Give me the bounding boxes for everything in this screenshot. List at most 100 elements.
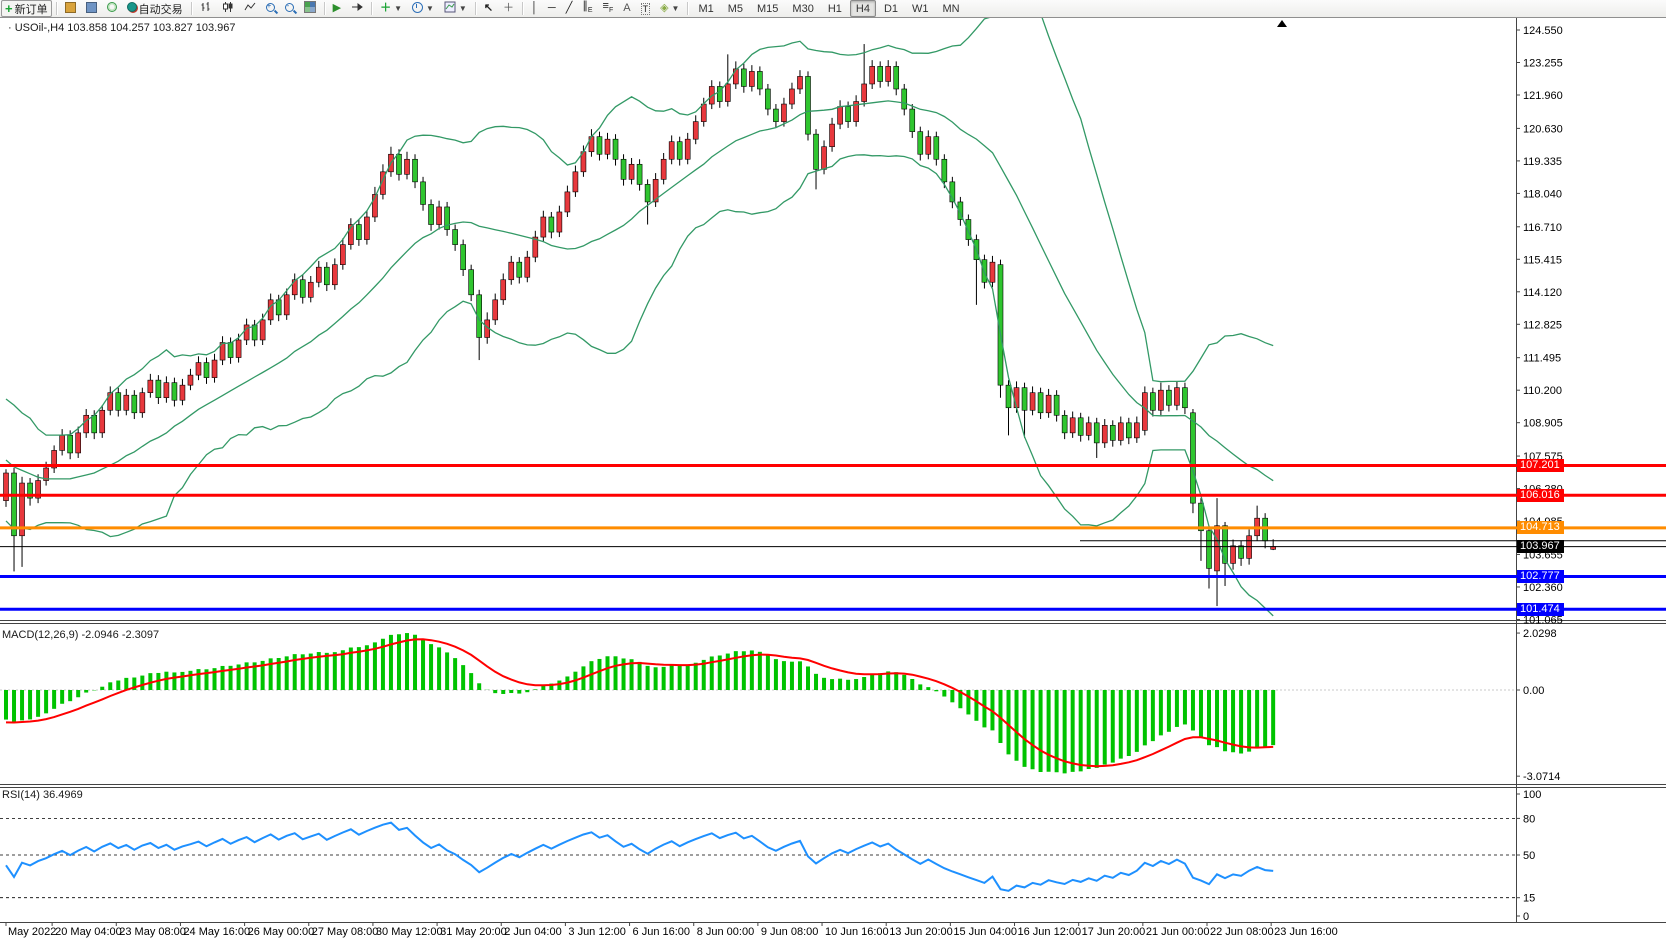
- svg-text:15 Jun 04:00: 15 Jun 04:00: [953, 926, 1017, 938]
- svg-text:15: 15: [1523, 893, 1535, 905]
- channel-button[interactable]: ∥E: [578, 0, 596, 17]
- zoom-out-icon: -: [284, 1, 294, 15]
- svg-text:101.065: 101.065: [1523, 614, 1563, 626]
- data-window-icon: [85, 1, 97, 16]
- templates-button[interactable]: ▼: [440, 0, 471, 17]
- timeframe-button-m1[interactable]: M1: [698, 2, 714, 15]
- market-watch-button[interactable]: [61, 0, 80, 17]
- svg-text:8 Jun 00:00: 8 Jun 00:00: [697, 926, 755, 938]
- bar-chart-button[interactable]: [196, 0, 216, 17]
- cursor-button[interactable]: ↖: [480, 0, 497, 17]
- plus-icon: +: [5, 0, 13, 16]
- svg-text:0: 0: [1523, 911, 1529, 923]
- zoom-in-button[interactable]: +: [262, 0, 279, 17]
- periods-button[interactable]: ▼: [408, 0, 438, 17]
- indicators-button[interactable]: ＋ ▼: [376, 0, 406, 17]
- macd-signal-line: [5, 638, 1274, 768]
- timeframe-button-m5[interactable]: M5: [727, 2, 744, 15]
- svg-text:115.415: 115.415: [1523, 254, 1562, 266]
- svg-text:21 Jun 00:00: 21 Jun 00:00: [1146, 926, 1210, 938]
- auto-scroll-icon: ▶: [332, 2, 342, 14]
- toolbar-separator: [522, 2, 524, 15]
- indicators-icon: ＋: [380, 2, 392, 14]
- auto-scroll-button[interactable]: ▶: [329, 0, 345, 17]
- chart-shift-icon: [351, 1, 363, 16]
- arrows-icon: ◈: [660, 2, 669, 14]
- candlestick-chart-button[interactable]: [218, 0, 238, 17]
- clock-icon: [411, 1, 423, 16]
- svg-text:27 May 08:00: 27 May 08:00: [312, 926, 379, 938]
- data-window-button[interactable]: [82, 0, 101, 17]
- level-price-label: 102.777: [1517, 570, 1564, 583]
- svg-text:16 Jun 12:00: 16 Jun 12:00: [1018, 926, 1082, 938]
- text-icon: A: [623, 2, 631, 14]
- svg-text:0.00: 0.00: [1523, 685, 1544, 697]
- level-price-label: 106.016: [1517, 488, 1564, 502]
- label-icon: T: [640, 2, 651, 15]
- chevron-down-icon: ▼: [671, 4, 680, 13]
- svg-text:2 Jun 04:00: 2 Jun 04:00: [504, 926, 562, 938]
- svg-text:13 Jun 20:00: 13 Jun 20:00: [889, 926, 953, 938]
- zoom-out-button[interactable]: -: [281, 0, 298, 17]
- candlestick-icon: [222, 1, 234, 16]
- chart-shift-marker[interactable]: [1277, 20, 1287, 27]
- vertical-line-button[interactable]: │: [527, 0, 542, 17]
- svg-text:124.550: 124.550: [1523, 25, 1563, 37]
- trendline-button[interactable]: ╱: [562, 0, 577, 17]
- arrows-button[interactable]: ◈ ▼: [656, 0, 683, 17]
- svg-text:24 May 16:00: 24 May 16:00: [183, 926, 250, 938]
- svg-text:80: 80: [1523, 813, 1535, 825]
- toolbar-separator: [687, 2, 689, 15]
- crosshair-button[interactable]: ＋: [499, 0, 518, 17]
- timeframe-button-m15[interactable]: M15: [757, 2, 779, 15]
- horizontal-line-button[interactable]: ─: [544, 0, 560, 17]
- template-icon: [444, 1, 456, 16]
- svg-text:119.335: 119.335: [1523, 156, 1562, 168]
- rsi-pane[interactable]: [0, 818, 1516, 899]
- svg-text:123.255: 123.255: [1523, 58, 1563, 70]
- market-watch-icon: [64, 1, 76, 16]
- toolbar-separator: [323, 2, 325, 15]
- auto-trading-button[interactable]: 自动交易: [123, 0, 187, 17]
- chart-window[interactable]: 124.550 123.255 121.960 120.630 119.335 118.0…: [0, 17, 1666, 939]
- new-order-button[interactable]: + 新订单: [1, 0, 52, 17]
- macd-pane[interactable]: [0, 633, 1516, 774]
- bars-icon: [200, 1, 212, 16]
- timeframe-button-w1[interactable]: W1: [912, 2, 929, 15]
- navigator-button[interactable]: [103, 0, 121, 17]
- svg-text:2.0298: 2.0298: [1523, 628, 1557, 640]
- price-pane[interactable]: [3, 0, 1276, 617]
- timeframe-button-mn[interactable]: MN: [942, 2, 960, 15]
- svg-text:May 2022: May 2022: [8, 926, 56, 938]
- crosshair-icon: ＋: [503, 2, 515, 14]
- rsi-indicator-label: RSI(14) 36.4969: [2, 789, 83, 801]
- fibonacci-button[interactable]: ≡F: [599, 0, 618, 17]
- macd-histogram: [4, 633, 1276, 774]
- candles: [3, 44, 1276, 607]
- fibonacci-icon: ≡F: [602, 0, 614, 15]
- tile-windows-button[interactable]: [300, 0, 320, 17]
- svg-text:17 Jun 20:00: 17 Jun 20:00: [1082, 926, 1146, 938]
- timeframe-button-h4[interactable]: H4: [849, 0, 876, 17]
- svg-text:121.960: 121.960: [1523, 90, 1563, 102]
- text-button[interactable]: A: [619, 0, 634, 17]
- svg-text:116.710: 116.710: [1523, 222, 1562, 234]
- vertical-line-icon: │: [531, 2, 538, 14]
- level-price-label: 101.474: [1517, 602, 1564, 616]
- svg-text:111.495: 111.495: [1523, 353, 1561, 365]
- toolbar-separator: [55, 2, 57, 15]
- label-button[interactable]: T: [637, 0, 655, 17]
- timeframe-button-d1[interactable]: D1: [883, 2, 899, 15]
- svg-text:26 May 00:00: 26 May 00:00: [248, 926, 315, 938]
- line-chart-button[interactable]: [240, 0, 260, 17]
- timeframe-button-m30[interactable]: M30: [792, 2, 814, 15]
- timeframe-button-h1[interactable]: H1: [827, 2, 842, 15]
- svg-text:23 Jun 16:00: 23 Jun 16:00: [1274, 926, 1338, 938]
- rsi-line: [5, 821, 1274, 892]
- toolbar-separator: [190, 2, 192, 15]
- macd-indicator-label: MACD(12,26,9) -2.0946 -2.3097: [2, 629, 160, 641]
- chart-shift-button[interactable]: [347, 0, 367, 17]
